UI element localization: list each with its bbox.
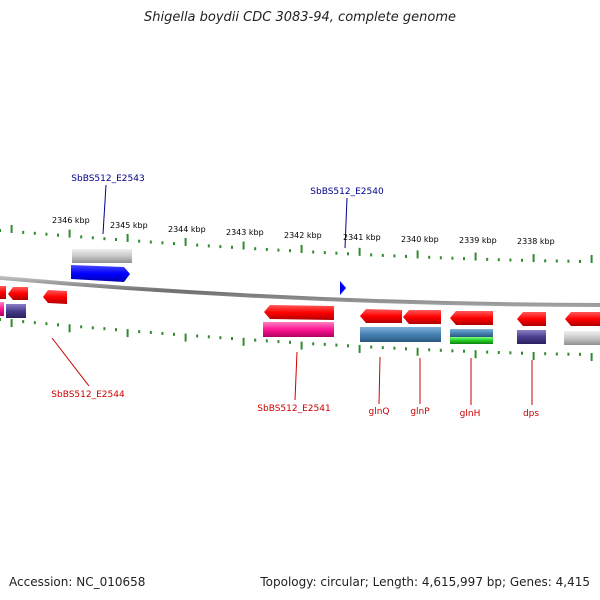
gene-feature-red-glnp[interactable] <box>403 310 441 324</box>
ruler-label: 2344 kbp <box>168 225 206 234</box>
gene-feature-sbbs512-e2540[interactable] <box>340 281 346 295</box>
gene-feature-red-right[interactable] <box>565 312 600 326</box>
gene-feature-grey-right[interactable] <box>564 331 600 345</box>
gene-label-sbbs512-e2543[interactable]: SbBS512_E2543 <box>71 174 144 184</box>
gene-feature-sbbs512-e2541[interactable] <box>263 322 334 337</box>
gene-feature-pink-left[interactable] <box>0 302 4 316</box>
gene-feature-red-e2541[interactable] <box>264 305 334 320</box>
gene-feature-purple-left[interactable] <box>6 304 26 318</box>
gene-feature-glnh[interactable] <box>450 329 493 337</box>
leader-line <box>102 184 107 235</box>
leader-line <box>344 197 348 249</box>
gene-label-sbbs512-e2541[interactable]: SbBS512_E2541 <box>257 404 330 414</box>
ruler-label: 2340 kbp <box>401 235 439 244</box>
gene-feature-red-left-2[interactable] <box>8 287 28 300</box>
gene-label-sbbs512-e2544[interactable]: SbBS512_E2544 <box>51 390 125 400</box>
inner-ruler <box>0 318 593 361</box>
leader-line <box>378 356 381 405</box>
gene-feature-glnh-green[interactable] <box>450 337 493 344</box>
genome-backbone <box>0 275 600 307</box>
leader-line <box>294 351 298 401</box>
ruler-label: 2346 kbp <box>52 216 90 225</box>
gene-feature-red-dps[interactable] <box>517 312 546 326</box>
gene-feature-red-left-1[interactable] <box>0 286 6 299</box>
gene-feature-red-glnh[interactable] <box>450 311 493 325</box>
gene-feature-dps[interactable] <box>517 330 546 344</box>
ruler-label: 2343 kbp <box>226 228 264 237</box>
ruler-label: 2341 kbp <box>343 233 381 242</box>
gene-feature-glnq-glnp[interactable] <box>360 327 441 342</box>
map-title: Shigella boydii CDC 3083-94, complete ge… <box>143 10 457 25</box>
gene-label-glnp[interactable]: glnP <box>410 407 430 417</box>
gene-label-dps[interactable]: dps <box>523 409 539 419</box>
ruler-label: 2339 kbp <box>459 236 497 245</box>
gene-feature-red-glnq[interactable] <box>360 309 402 323</box>
gene-label-glnh[interactable]: glnH <box>460 409 481 419</box>
gene-feature-grey[interactable] <box>72 249 132 263</box>
gene-label-glnq[interactable]: glnQ <box>368 407 389 417</box>
gene-feature-sbbs512-e2544[interactable] <box>43 290 67 304</box>
outer-ruler <box>0 225 593 263</box>
accession-text: Accession: NC_010658 <box>9 575 146 589</box>
ruler-label: 2342 kbp <box>284 231 322 240</box>
ruler-label: 2345 kbp <box>110 221 148 230</box>
topology-text: Topology: circular; Length: 4,615,997 bp… <box>260 575 590 589</box>
gene-label-sbbs512-e2540[interactable]: SbBS512_E2540 <box>310 187 384 197</box>
ruler-label: 2338 kbp <box>517 237 555 246</box>
gene-feature-sbbs512-e2543[interactable] <box>71 265 130 282</box>
leader-line <box>51 337 90 387</box>
